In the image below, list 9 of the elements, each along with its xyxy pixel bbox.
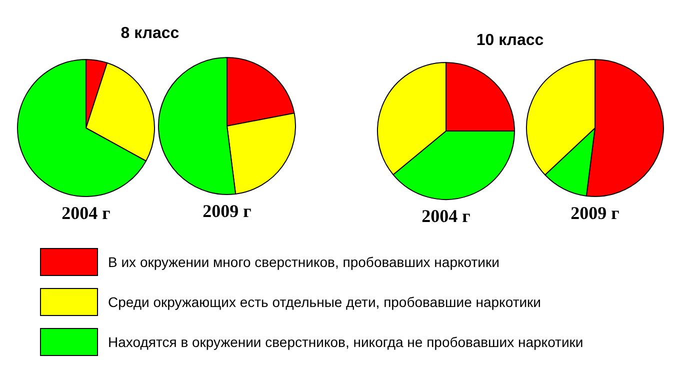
text: 2004 г bbox=[420, 206, 472, 227]
text: 2009 г bbox=[202, 201, 252, 222]
legend-label: Среди окружающих есть отдельные дети, пробовавшие наркотики bbox=[108, 294, 541, 310]
text: 2004 г bbox=[60, 203, 112, 224]
legend-label: В их окружении много сверстников, пробовавших наркотики bbox=[108, 254, 500, 270]
legend-label: Находятся в окружении сверстников, никогда не пробовавших наркотики bbox=[108, 334, 584, 350]
text: 2009 г bbox=[570, 203, 620, 224]
text: 10 класс bbox=[476, 32, 544, 50]
text: 8 класс bbox=[120, 25, 180, 43]
